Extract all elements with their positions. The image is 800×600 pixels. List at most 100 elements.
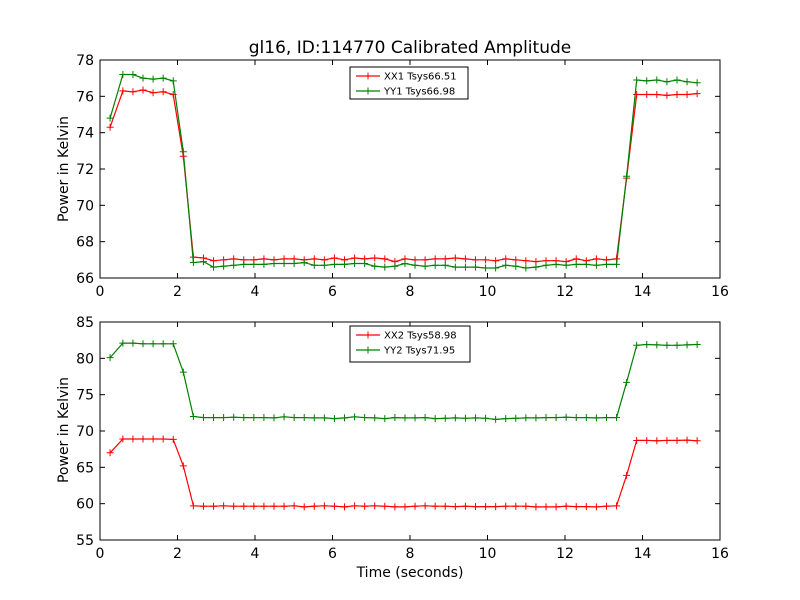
top-series-1-point (492, 257, 500, 265)
bottom-series-2-point (562, 413, 570, 421)
bottom-series-2-point (552, 414, 560, 422)
top-series-1-point (310, 255, 318, 263)
bottom-series-1-point (280, 502, 288, 510)
bottom-series-1-point (532, 503, 540, 511)
top-series-1-point (330, 254, 338, 262)
bottom-x-tick-label: 10 (479, 546, 497, 562)
bottom-series-1-point (220, 502, 228, 510)
bottom-series-1-point (512, 502, 520, 510)
bottom-x-tick-label: 2 (173, 546, 182, 562)
top-series-2-point (106, 114, 114, 122)
bottom-y-tick-label: 85 (76, 315, 94, 331)
top-chart-y-axis-label: Power in Kelvin (56, 116, 72, 222)
bottom-series-2-point (572, 414, 580, 422)
bottom-series-2-point (441, 414, 449, 422)
top-x-tick-label: 10 (479, 284, 497, 300)
top-y-tick-label: 70 (76, 198, 94, 214)
top-series-1-point (129, 88, 137, 96)
bottom-chart-y-axis-label: Power in Kelvin (56, 377, 72, 483)
bottom-series-1-point (300, 503, 308, 511)
bottom-series-2-point (341, 414, 349, 422)
bottom-series-1-point (552, 503, 560, 511)
top-series-2-point (230, 261, 238, 269)
top-series-1-point (461, 255, 469, 263)
bottom-legend-marker-1 (364, 331, 372, 339)
bottom-series-2-point (320, 414, 328, 422)
top-x-tick-label: 8 (406, 284, 415, 300)
top-series-2-point (582, 260, 590, 268)
top-series-2-point (663, 78, 671, 86)
bottom-series-1-point (623, 471, 631, 479)
bottom-series-1-point (602, 502, 610, 510)
top-series-2-point (149, 75, 157, 83)
top-series-2-point (381, 263, 389, 271)
top-x-tick-label: 0 (96, 284, 105, 300)
top-series-1-point (653, 91, 661, 99)
top-series-2-point (260, 260, 268, 268)
top-x-tick-label: 16 (711, 284, 729, 300)
top-series-2-point (482, 264, 490, 272)
top-series-1-point (220, 256, 228, 264)
bottom-series-1-point (572, 503, 580, 511)
bottom-series-2-point (290, 414, 298, 422)
bottom-series-2-point (592, 414, 600, 422)
bottom-series-2-point (421, 414, 429, 422)
bottom-series-2-point (512, 414, 520, 422)
top-legend-label-2: YY1 Tsys66.98 (383, 87, 455, 98)
bottom-series-2-point (250, 414, 258, 422)
top-legend-box (349, 66, 469, 100)
top-series-2-point (542, 261, 550, 269)
bottom-series-2-point (673, 341, 681, 349)
top-series-1-point (633, 91, 641, 99)
bottom-series-2-point (693, 341, 701, 349)
top-y-tick-label: 66 (76, 271, 94, 287)
top-series-1-point (471, 256, 479, 264)
bottom-series-2-point (270, 414, 278, 422)
top-series-2-point (189, 259, 197, 267)
top-series-2-point (351, 259, 359, 267)
top-chart: gl16, ID:114770 Calibrated Amplitude Pow… (56, 38, 729, 300)
top-y-tick-label: 78 (76, 53, 94, 69)
top-series-2-point (512, 262, 520, 270)
bottom-series-1-point (381, 502, 389, 510)
bottom-series-1-point (421, 502, 429, 510)
top-series-1-point (371, 254, 379, 262)
top-series-2-point (220, 262, 228, 270)
top-legend-marker-2 (364, 87, 372, 95)
top-series-2-point (572, 260, 580, 268)
bottom-series-2-point (482, 414, 490, 422)
bottom-series-2-point (220, 414, 228, 422)
bottom-series-2-point (280, 413, 288, 421)
top-series-1-point (502, 255, 510, 263)
top-y-tick-label: 74 (76, 126, 94, 142)
bottom-series-1-point (106, 449, 114, 457)
bottom-x-tick-label: 16 (711, 546, 729, 562)
bottom-series-1-point (401, 503, 409, 511)
bottom-series-1-point (139, 435, 147, 443)
top-series-1-point (149, 89, 157, 97)
top-series-2-point (240, 260, 248, 268)
bottom-legend-marker-2 (364, 346, 372, 354)
bottom-series-2-point (633, 341, 641, 349)
bottom-series-1-point (633, 436, 641, 444)
bottom-series-1-point (270, 502, 278, 510)
top-series-2-point (502, 261, 510, 269)
bottom-chart: Power in Kelvin Time (seconds) 0 2 4 6 8 10 12… (56, 315, 729, 581)
bottom-series-2-point (361, 414, 369, 422)
bottom-series-2-point (461, 414, 469, 422)
bottom-chart-plot-area: 0 2 4 6 8 10 12 14 16 55 60 65 70 75 80 85 XX2 Tsys58.98… (76, 315, 729, 562)
bottom-series-1-point (441, 502, 449, 510)
bottom-series-2-point (330, 415, 338, 423)
bottom-legend-label-2: YY2 Tsys71.95 (383, 346, 455, 357)
bottom-x-tick-label: 6 (328, 546, 337, 562)
bottom-x-tick-label: 0 (96, 546, 105, 562)
top-series-1-point (139, 86, 147, 94)
top-x-tick-label: 12 (556, 284, 574, 300)
bottom-series-2-point (371, 414, 379, 422)
top-series-2-point (471, 263, 479, 271)
bottom-series-1-point (461, 502, 469, 510)
bottom-series-2-point (129, 339, 137, 347)
